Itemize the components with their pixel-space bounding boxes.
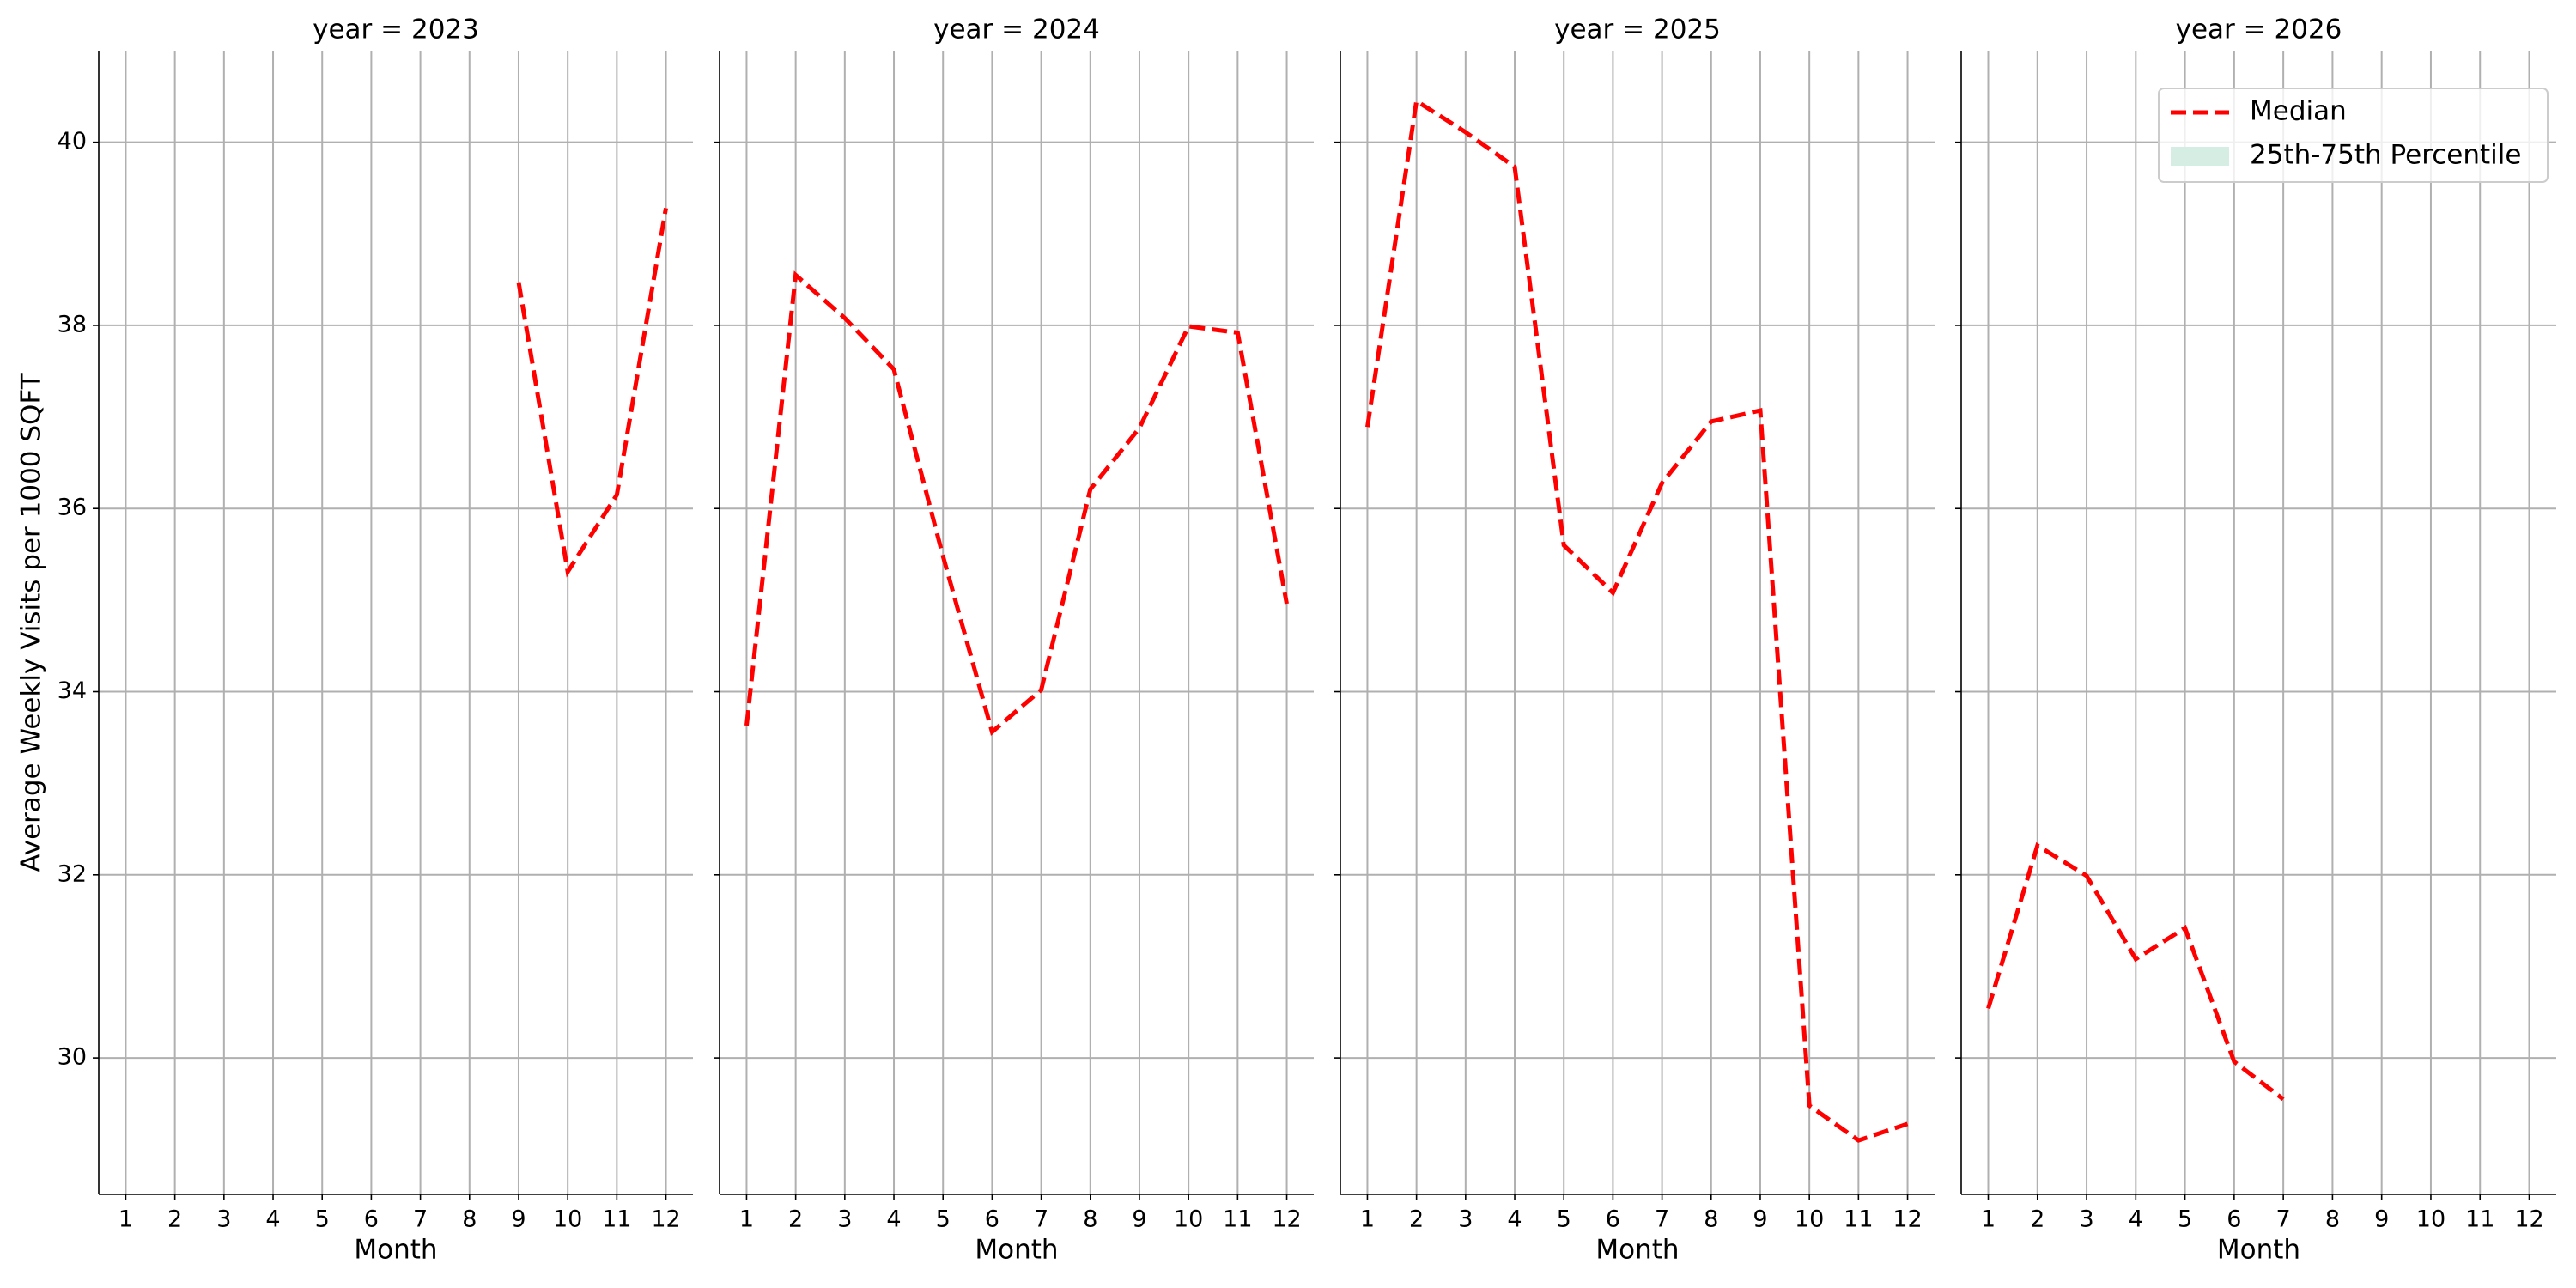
y-axis-label: Average Weekly Visits per 1000 SQFT xyxy=(16,372,47,872)
legend-label: Median xyxy=(2250,96,2347,127)
x-tick-label: 8 xyxy=(1704,1206,1718,1233)
y-tick-label: 36 xyxy=(58,495,87,521)
x-tick-label: 4 xyxy=(265,1206,280,1233)
x-tick-label: 5 xyxy=(315,1206,330,1233)
x-tick-label: 12 xyxy=(1272,1206,1301,1233)
x-tick-label: 3 xyxy=(837,1206,852,1233)
x-tick-label: 12 xyxy=(651,1206,680,1233)
x-tick-label: 9 xyxy=(1753,1206,1767,1233)
median-line xyxy=(744,270,1289,736)
panel-title: year = 2023 xyxy=(313,15,479,46)
x-tick-label: 6 xyxy=(364,1206,379,1233)
x-tick-label: 12 xyxy=(1893,1206,1922,1233)
x-tick-label: 3 xyxy=(2079,1206,2093,1233)
x-tick-label: 4 xyxy=(2129,1206,2143,1233)
x-tick-label: 8 xyxy=(462,1206,477,1233)
x-tick-label: 11 xyxy=(1844,1206,1873,1233)
x-tick-label: 10 xyxy=(1795,1206,1824,1233)
x-tick-label: 5 xyxy=(936,1206,951,1233)
x-tick-label: 1 xyxy=(1981,1206,1996,1233)
x-tick-label: 7 xyxy=(1034,1206,1048,1233)
x-tick-label: 5 xyxy=(1557,1206,1571,1233)
median-line xyxy=(1365,97,1909,1143)
x-axis-label: Month xyxy=(1595,1235,1679,1266)
x-tick-label: 6 xyxy=(985,1206,999,1233)
median-line xyxy=(516,207,668,578)
x-tick-label: 3 xyxy=(216,1206,231,1233)
legend-swatch xyxy=(2171,147,2229,166)
y-tick-label: 40 xyxy=(58,128,87,155)
panel-title: year = 2026 xyxy=(2176,15,2342,46)
x-tick-label: 7 xyxy=(2276,1206,2291,1233)
panel-title: year = 2024 xyxy=(933,15,1100,46)
x-tick-label: 10 xyxy=(1174,1206,1203,1233)
x-axis-label: Month xyxy=(2217,1235,2300,1266)
y-tick-label: 38 xyxy=(58,311,87,337)
x-tick-label: 10 xyxy=(2416,1206,2445,1233)
x-axis-label: Month xyxy=(354,1235,437,1266)
x-axis-label: Month xyxy=(975,1235,1058,1266)
x-tick-label: 2 xyxy=(167,1206,182,1233)
y-tick-label: 32 xyxy=(58,860,87,887)
x-tick-label: 9 xyxy=(2374,1206,2389,1233)
median-line xyxy=(1986,841,2285,1102)
x-tick-label: 9 xyxy=(1132,1206,1146,1233)
x-tick-label: 11 xyxy=(2465,1206,2494,1233)
legend-label: 25th-75th Percentile xyxy=(2250,140,2521,171)
x-tick-label: 2 xyxy=(2030,1206,2044,1233)
x-tick-label: 11 xyxy=(602,1206,631,1233)
y-tick-label: 30 xyxy=(58,1044,87,1071)
x-tick-label: 9 xyxy=(511,1206,526,1233)
panel-title: year = 2025 xyxy=(1554,15,1721,46)
x-tick-label: 1 xyxy=(739,1206,754,1233)
x-tick-label: 1 xyxy=(118,1206,133,1233)
x-tick-label: 8 xyxy=(2325,1206,2340,1233)
x-tick-label: 8 xyxy=(1083,1206,1097,1233)
legend-box xyxy=(2158,88,2549,183)
x-tick-label: 12 xyxy=(2514,1206,2543,1233)
x-tick-label: 11 xyxy=(1223,1206,1252,1233)
x-tick-label: 4 xyxy=(886,1206,901,1233)
x-tick-label: 6 xyxy=(2227,1206,2241,1233)
x-tick-label: 7 xyxy=(413,1206,428,1233)
x-tick-label: 2 xyxy=(788,1206,803,1233)
x-tick-label: 6 xyxy=(1606,1206,1620,1233)
x-tick-label: 5 xyxy=(2178,1206,2192,1233)
x-tick-label: 1 xyxy=(1360,1206,1375,1233)
x-tick-label: 2 xyxy=(1409,1206,1424,1233)
x-tick-label: 10 xyxy=(553,1206,582,1233)
y-tick-label: 34 xyxy=(58,677,87,704)
x-tick-label: 4 xyxy=(1507,1206,1522,1233)
x-tick-label: 3 xyxy=(1458,1206,1473,1233)
x-tick-label: 7 xyxy=(1655,1206,1669,1233)
